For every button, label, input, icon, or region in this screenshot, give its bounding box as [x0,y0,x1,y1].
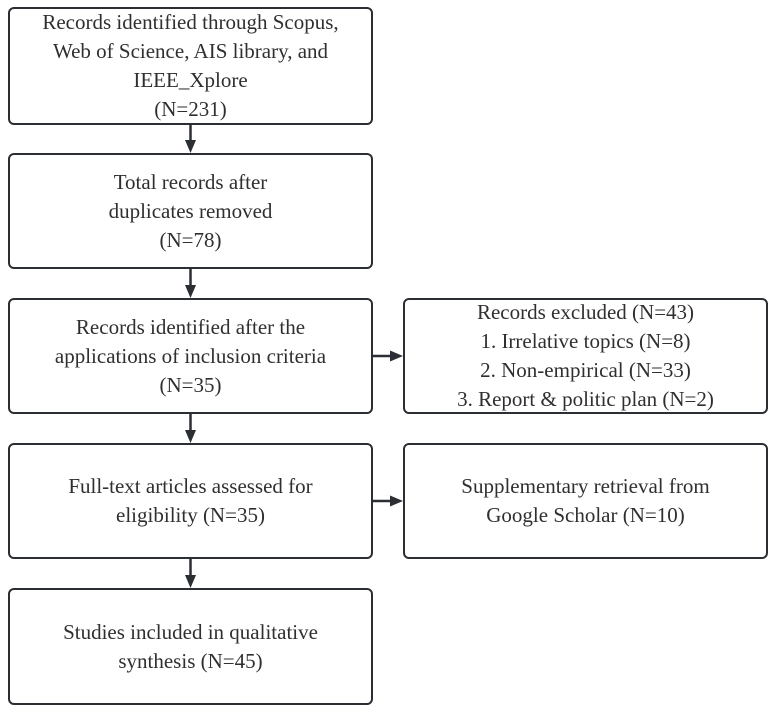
box-line: Full-text articles assessed for [68,474,313,498]
box-supplementary-retrieval: Supplementary retrieval from Google Scho… [403,443,768,559]
arrow-right-inclusion-to-excluded [373,350,403,362]
arrow-down-fulltext-to-synthesis [185,559,196,588]
box-line: Web of Science, AIS library, and [52,39,329,63]
arrow-right-fulltext-to-supplementary [373,495,403,507]
box-full-text-assessed: Full-text articles assessed for eligibil… [8,443,373,559]
box-qualitative-synthesis: Studies included in qualitative synthesi… [8,588,373,705]
box-line: 3. Report & politic plan (N=2) [457,387,714,411]
box-line: eligibility (N=35) [116,503,265,527]
arrow-down-duplicates-to-inclusion [185,269,196,298]
box-line: Records identified after the [75,314,306,339]
box-line: synthesis (N=45) [118,648,263,673]
box-line: Google Scholar (N=10) [486,503,685,527]
box-line: IEEE_Xplore [133,68,248,92]
box-line: (N=231) [154,97,227,121]
box-line: Total records after [113,169,268,194]
arrow-down-inclusion-to-fulltext [185,414,196,443]
box-line: duplicates removed [108,198,273,223]
box-line: applications of inclusion criteria [54,343,327,368]
box-duplicates-removed: Total records after duplicates removed (… [8,153,373,269]
box-line: (N=78) [159,227,222,252]
box-records-identified: Records identified through Scopus, Web o… [8,7,373,125]
box-line: Records identified through Scopus, [42,10,339,34]
box-line: 1. Irrelative topics (N=8) [480,329,691,353]
box-line: Records excluded (N=43) [476,300,695,324]
arrow-down-records-to-duplicates [185,125,196,153]
box-line: 2. Non-empirical (N=33) [480,358,691,382]
box-line: Studies included in qualitative [63,619,318,644]
box-inclusion-criteria: Records identified after the application… [8,298,373,414]
box-line: Supplementary retrieval from [461,474,710,498]
box-line: (N=35) [159,372,222,397]
box-records-excluded: Records excluded (N=43) 1. Irrelative to… [403,298,768,414]
